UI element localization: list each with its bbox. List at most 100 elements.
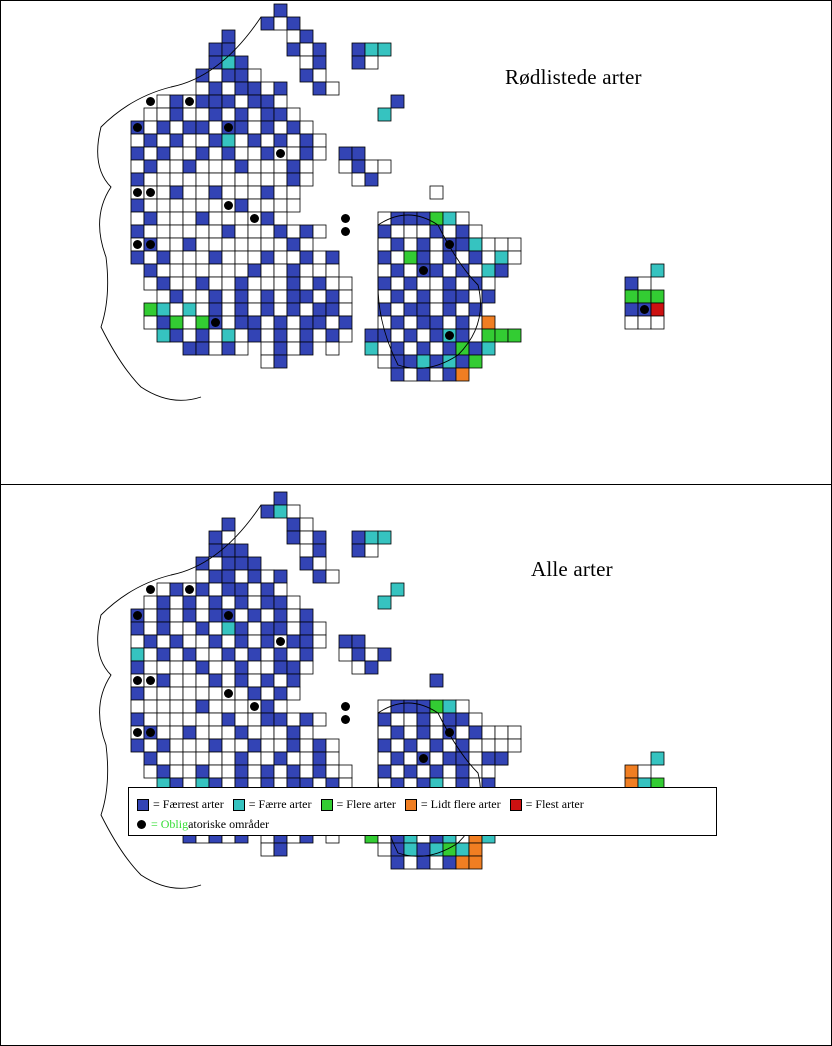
legend-swatch-flere xyxy=(320,798,333,811)
grid-cell xyxy=(221,621,236,636)
grid-cell xyxy=(299,42,314,57)
grid-cell xyxy=(143,634,158,649)
grid-cell xyxy=(442,224,457,239)
grid-cell xyxy=(455,699,470,714)
obligatory-area-dot xyxy=(146,240,155,249)
grid-cell xyxy=(377,354,392,369)
obligatory-area-dot xyxy=(224,123,233,132)
grid-cell xyxy=(195,159,210,174)
grid-cell xyxy=(247,250,262,265)
grid-cell xyxy=(221,107,236,122)
grid-cell xyxy=(156,302,171,317)
grid-cell xyxy=(494,263,509,278)
grid-cell xyxy=(325,276,340,291)
grid-cell xyxy=(234,712,249,727)
grid-cell xyxy=(195,647,210,662)
grid-cell xyxy=(273,569,288,584)
grid-cell xyxy=(221,634,236,649)
grid-cell xyxy=(208,211,223,226)
grid-cell xyxy=(195,81,210,96)
grid-cell xyxy=(455,367,470,382)
legend-label: = Færre arter xyxy=(248,797,312,811)
map-panel-rodlistede: Rødlistede arter xyxy=(1,1,831,485)
grid-cell xyxy=(169,224,184,239)
grid-cell xyxy=(325,751,340,766)
grid-cell xyxy=(299,328,314,343)
grid-cell xyxy=(169,673,184,688)
grid-cell xyxy=(338,276,353,291)
grid-cell xyxy=(650,302,665,317)
grid-cell xyxy=(273,582,288,597)
grid-cell xyxy=(208,302,223,317)
grid-cell xyxy=(429,673,444,688)
grid-cell xyxy=(325,289,340,304)
grid-cell xyxy=(130,634,145,649)
grid-cell xyxy=(247,608,262,623)
grid-cell xyxy=(130,159,145,174)
obligatory-area-dot xyxy=(445,331,454,340)
grid-cell xyxy=(403,263,418,278)
grid-cell xyxy=(429,276,444,291)
grid-cell xyxy=(481,250,496,265)
grid-cell xyxy=(221,250,236,265)
grid-cell xyxy=(312,315,327,330)
grid-cell xyxy=(286,107,301,122)
legend-label: = Færrest arter xyxy=(153,797,224,811)
grid-cell xyxy=(247,686,262,701)
grid-cell xyxy=(403,237,418,252)
grid-cell xyxy=(364,172,379,187)
grid-cell xyxy=(260,842,275,857)
grid-cell xyxy=(169,725,184,740)
grid-cell xyxy=(455,712,470,727)
grid-cell xyxy=(221,224,236,239)
grid-cell xyxy=(468,751,483,766)
grid-cell xyxy=(442,699,457,714)
grid-cell xyxy=(273,107,288,122)
grid-cell xyxy=(325,250,340,265)
grid-cell xyxy=(416,738,431,753)
grid-cell xyxy=(455,855,470,870)
grid-cell xyxy=(247,582,262,597)
grid-cell xyxy=(247,81,262,96)
grid-cell xyxy=(299,224,314,239)
grid-cell xyxy=(299,647,314,662)
grid-cell xyxy=(234,738,249,753)
grid-cell xyxy=(273,172,288,187)
grid-cell xyxy=(624,315,639,330)
grid-cell xyxy=(260,198,275,213)
grid-cell xyxy=(195,673,210,688)
grid-cell xyxy=(403,328,418,343)
grid-cell xyxy=(247,198,262,213)
grid-cell xyxy=(455,237,470,252)
grid-cell xyxy=(286,341,301,356)
grid-cell xyxy=(286,634,301,649)
grid-cell xyxy=(325,302,340,317)
grid-cell xyxy=(195,315,210,330)
grid-cell xyxy=(260,764,275,779)
grid-cell xyxy=(299,341,314,356)
grid-cell xyxy=(299,68,314,83)
grid-cell xyxy=(507,725,522,740)
grid-cell xyxy=(260,725,275,740)
grid-cell xyxy=(299,556,314,571)
grid-cell xyxy=(429,751,444,766)
grid-cell xyxy=(260,328,275,343)
grid-cell xyxy=(169,686,184,701)
grid-cell xyxy=(234,68,249,83)
grid-cell xyxy=(338,764,353,779)
grid-cell xyxy=(208,328,223,343)
grid-cell xyxy=(273,491,288,506)
grid-cell xyxy=(247,556,262,571)
grid-cell xyxy=(377,107,392,122)
grid-cell xyxy=(221,146,236,161)
grid-cell xyxy=(455,302,470,317)
grid-cell xyxy=(156,289,171,304)
grid-cell xyxy=(390,582,405,597)
grid-cell xyxy=(286,712,301,727)
grid-cell xyxy=(455,725,470,740)
grid-cell xyxy=(299,120,314,135)
grid-cell xyxy=(221,263,236,278)
grid-cell xyxy=(403,315,418,330)
grid-cell xyxy=(273,237,288,252)
grid-cell xyxy=(390,289,405,304)
